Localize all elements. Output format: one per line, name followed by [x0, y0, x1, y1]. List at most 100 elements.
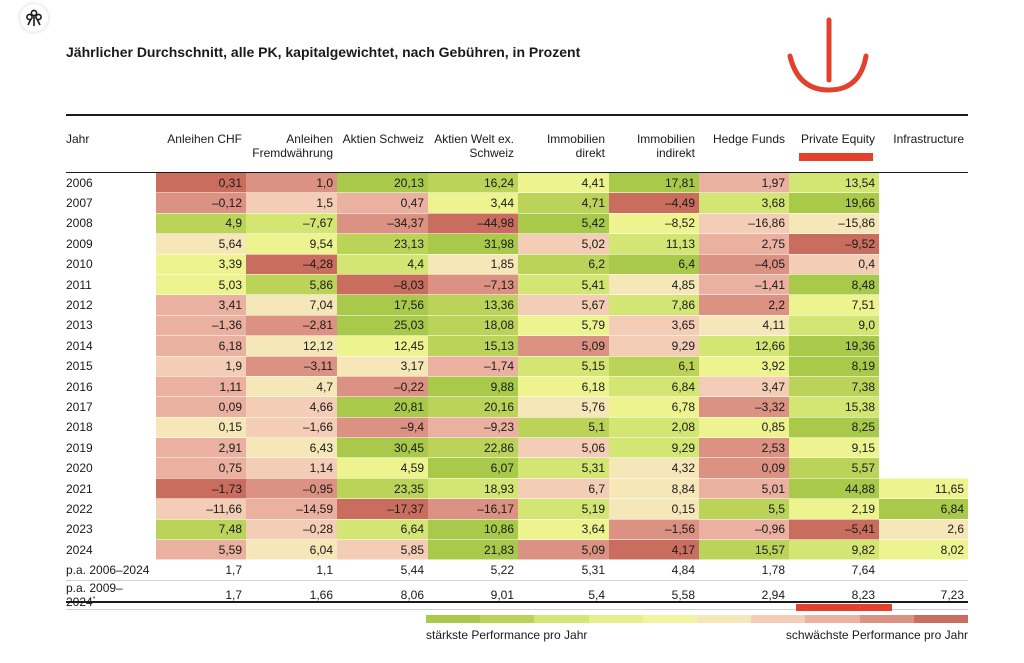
value-cell: 11,13	[609, 233, 699, 255]
value-cell: 8,84	[609, 478, 699, 500]
value-cell: 7,38	[789, 376, 879, 398]
value-cell: –9,52	[789, 233, 879, 255]
value-cell: 5,57	[789, 457, 879, 479]
value-cell: 9,29	[609, 437, 699, 459]
value-cell: 5,01	[699, 478, 789, 500]
value-cell: 0,31	[156, 171, 246, 194]
private-equity-highlight-bar	[799, 153, 873, 161]
table-row: 2011 5,03 5,86 –8,03 –7,13 5,41 4,85 –1,41 8,48	[66, 274, 968, 296]
value-cell: 5,79	[518, 315, 609, 337]
value-cell: 8,48	[789, 274, 879, 296]
value-cell: 7,51	[789, 294, 879, 316]
value-cell: 4,85	[609, 274, 699, 296]
chart-title: Jährlicher Durchschnitt, alle PK, kapita…	[66, 44, 581, 60]
value-cell: 6,78	[609, 396, 699, 418]
value-cell: 13,36	[428, 294, 518, 316]
value-cell: 4,59	[337, 457, 428, 479]
value-cell: 6,64	[337, 519, 428, 541]
value-cell	[879, 213, 968, 235]
value-cell: 0,15	[156, 417, 246, 439]
year-cell: 2017	[66, 396, 156, 418]
value-cell: 17,56	[337, 294, 428, 316]
value-cell	[879, 274, 968, 296]
value-cell: 5,06	[518, 437, 609, 459]
value-cell: –1,73	[156, 478, 246, 500]
year-cell: 2006	[66, 171, 156, 194]
value-cell: –0,95	[246, 478, 337, 500]
value-cell: 6,84	[879, 498, 968, 520]
summary-value-cell: 5,22	[428, 559, 518, 581]
value-cell: –3,32	[699, 396, 789, 418]
year-cell: 2024	[66, 539, 156, 561]
value-cell: 6,84	[609, 376, 699, 398]
value-cell: 6,07	[428, 457, 518, 479]
value-cell: 1,11	[156, 376, 246, 398]
value-cell: 23,13	[337, 233, 428, 255]
year-cell: 2019	[66, 437, 156, 459]
legend-swatch	[751, 615, 806, 623]
table-row: 2017 0,09 4,66 20,81 20,16 5,76 6,78 –3,32 15,38	[66, 396, 968, 418]
value-cell: 19,36	[789, 335, 879, 357]
value-cell: 9,54	[246, 233, 337, 255]
value-cell: –1,56	[609, 519, 699, 541]
table-row: 2008 4,9 –7,67 –34,37 –44,98 5,42 –8,52 –16,86–…	[66, 213, 968, 235]
value-cell: –2,81	[246, 315, 337, 337]
value-cell: 3,41	[156, 294, 246, 316]
legend-swatch	[642, 615, 698, 623]
value-cell: 5,67	[518, 294, 609, 316]
table-row: 2019 2,91 6,43 30,45 22,86 5,06 9,29 2,53 9,15	[66, 437, 968, 459]
table-row: 2016 1,11 4,7 –0,22 9,88 6,18 6,84 3,47 7,38	[66, 376, 968, 398]
value-cell: 0,09	[699, 457, 789, 479]
year-cell: 2018	[66, 417, 156, 439]
value-cell: –1,41	[699, 274, 789, 296]
year-cell: 2023	[66, 519, 156, 541]
legend-swatch	[534, 615, 589, 623]
value-cell: 3,44	[428, 192, 518, 214]
value-cell: 3,47	[699, 376, 789, 398]
brand-logo	[20, 4, 48, 32]
year-cell: 2011	[66, 274, 156, 296]
summary-value-cell: 1,7	[156, 559, 246, 581]
value-cell: 2,6	[879, 519, 968, 541]
value-cell: –0,12	[156, 192, 246, 214]
value-cell: 20,81	[337, 396, 428, 418]
table-row: 2020 0,75 1,14 4,59 6,07 5,31 4,32 0,09 5,57	[66, 457, 968, 479]
value-cell: 9,0	[789, 315, 879, 337]
value-cell: 3,17	[337, 356, 428, 377]
value-cell: 2,08	[609, 417, 699, 439]
value-cell: –4,28	[246, 254, 337, 275]
value-cell: 4,41	[518, 171, 609, 194]
summary-value-cell: 8,06	[337, 580, 428, 610]
value-cell	[879, 335, 968, 357]
legend-weak-label: schwächste Performance pro Jahr	[785, 628, 968, 642]
summary-label: p.a. 2006–2024	[66, 563, 150, 578]
value-cell: 3,64	[518, 519, 609, 541]
summary-value-cell: 5,31	[518, 559, 609, 581]
value-cell: 15,13	[428, 335, 518, 357]
value-cell: 7,04	[246, 294, 337, 316]
value-cell	[879, 171, 968, 194]
value-cell: –1,66	[246, 417, 337, 439]
value-cell: 17,81	[609, 171, 699, 194]
value-cell: 1,5	[246, 192, 337, 214]
value-cell	[879, 376, 968, 398]
value-cell: 4,71	[518, 192, 609, 214]
value-cell	[879, 233, 968, 255]
table-row: 2015 1,9 –3,11 3,17 –1,74 5,15 6,1 3,92 8,19	[66, 356, 968, 377]
summary-row: p.a. 2006–2024 1,7 1,1 5,44 5,22 5,31 4,84 1,78…	[66, 559, 968, 581]
value-cell: 5,76	[518, 396, 609, 418]
value-cell: 2,75	[699, 233, 789, 255]
year-cell: 2016	[66, 376, 156, 398]
year-cell: 2021	[66, 478, 156, 500]
table-row: 2018 0,15 –1,66 –9,4 –9,23 5,1 2,08 0,85 8,25	[66, 417, 968, 439]
summary-label: p.a. 2009–2024	[66, 580, 123, 609]
value-cell: 5,02	[518, 233, 609, 255]
legend-strong-label: stärkste Performance pro Jahr	[426, 628, 588, 642]
annotation-arrow	[780, 14, 880, 104]
value-cell	[879, 396, 968, 418]
value-cell: –14,59	[246, 498, 337, 520]
table-row: 2013 –1,36 –2,81 25,03 18,08 5,79 3,65 4,11 9,0	[66, 315, 968, 337]
value-cell: 3,65	[609, 315, 699, 337]
value-cell: 9,29	[609, 335, 699, 357]
value-cell: 6,18	[518, 376, 609, 398]
